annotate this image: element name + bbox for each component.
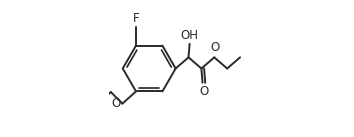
Text: O: O bbox=[200, 85, 209, 98]
Text: O: O bbox=[210, 41, 219, 54]
Text: OH: OH bbox=[181, 29, 199, 42]
Text: O: O bbox=[112, 97, 121, 110]
Text: F: F bbox=[133, 12, 139, 25]
